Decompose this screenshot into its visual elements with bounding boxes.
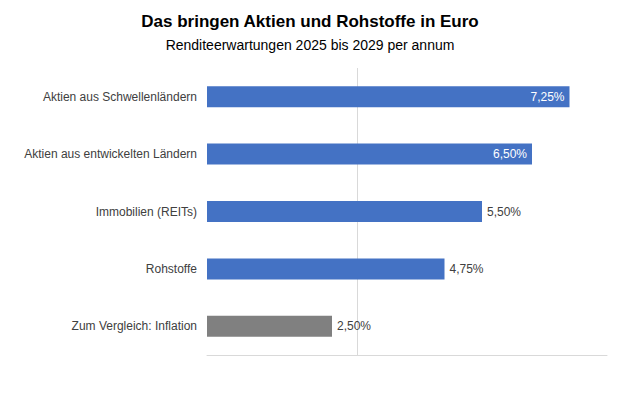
svg-text:Aktien aus Schwellenländern: Aktien aus Schwellenländern [43, 90, 197, 104]
svg-text:6,50%: 6,50% [493, 147, 527, 161]
svg-text:7,25%: 7,25% [530, 90, 564, 104]
svg-text:Zum Vergleich: Inflation: Zum Vergleich: Inflation [72, 319, 197, 333]
svg-text:Immobilien (REITs): Immobilien (REITs) [96, 205, 197, 219]
svg-text:Rohstoffe: Rohstoffe [146, 262, 197, 276]
svg-text:Aktien aus entwickelten Länder: Aktien aus entwickelten Ländern [24, 147, 197, 161]
svg-text:4,75%: 4,75% [450, 262, 484, 276]
svg-text:Das bringen Aktien und Rohstof: Das bringen Aktien und Rohstoffe in Euro [141, 12, 479, 31]
svg-text:Renditeerwartungen 2025 bis 20: Renditeerwartungen 2025 bis 2029 per ann… [166, 37, 455, 53]
svg-text:2,50%: 2,50% [337, 319, 371, 333]
svg-text:5,50%: 5,50% [487, 205, 521, 219]
